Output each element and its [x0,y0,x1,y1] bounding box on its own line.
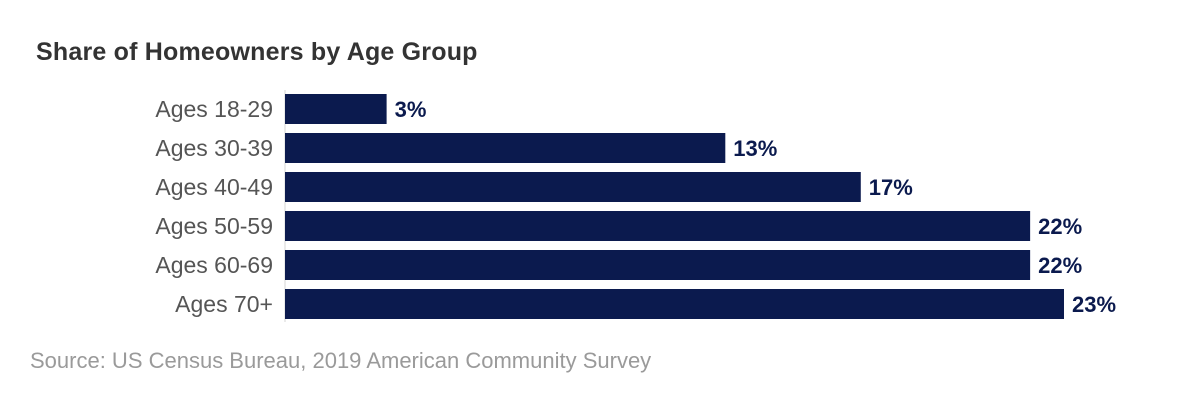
bar [285,172,861,202]
category-label: Ages 50-59 [155,213,273,239]
bar [285,133,726,163]
category-label: Ages 60-69 [155,252,273,278]
category-label: Ages 70+ [175,291,273,317]
bars-group: Ages 18-29 3% Ages 30-39 13% Ages 40-49 17% Ag… [155,94,1116,319]
bar [285,250,1031,280]
chart-title: Share of Homeowners by Age Group [36,38,478,66]
value-label: 13% [733,136,777,161]
value-label: 23% [1072,292,1116,317]
category-label: Ages 30-39 [155,135,273,161]
value-label: 17% [869,175,913,200]
value-label: 22% [1038,214,1082,239]
category-label: Ages 40-49 [155,174,273,200]
value-label: 3% [395,97,427,122]
bar [285,211,1031,241]
bar [285,94,387,124]
value-label: 22% [1038,253,1082,278]
source-note: Source: US Census Bureau, 2019 American … [30,348,652,373]
bar [285,289,1064,319]
category-label: Ages 18-29 [155,96,273,122]
